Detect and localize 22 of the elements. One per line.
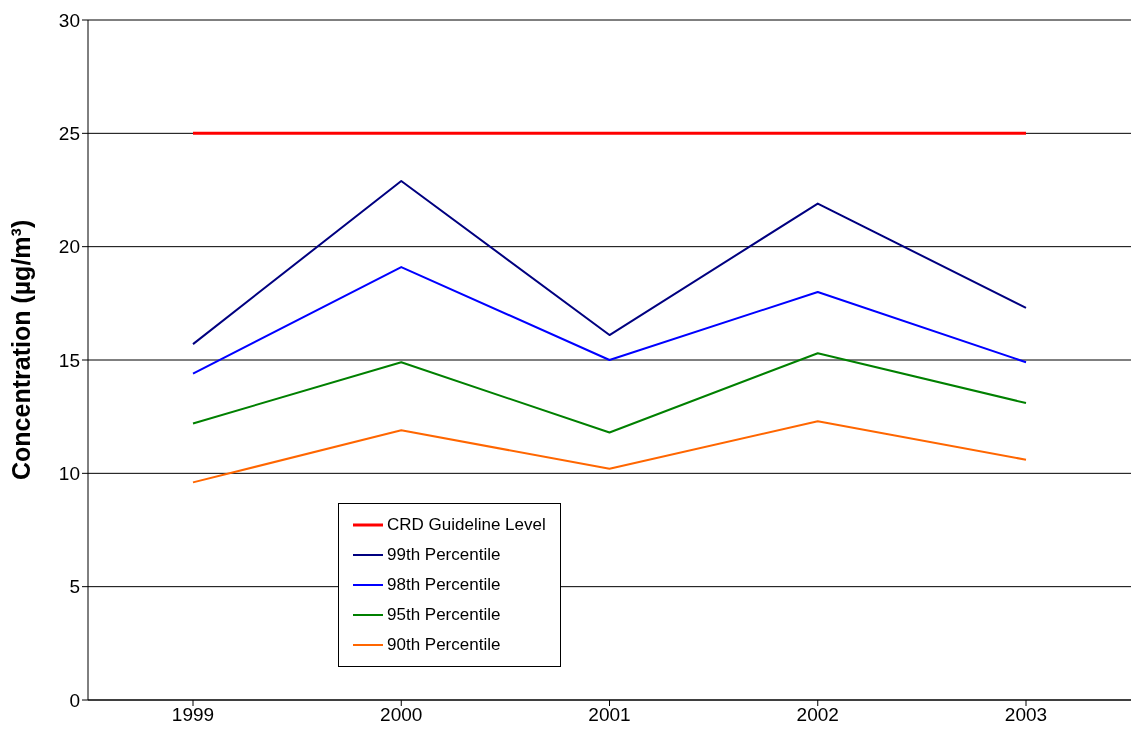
y-tick-label: 20 xyxy=(58,236,80,258)
y-tick-label: 15 xyxy=(58,349,80,371)
x-tick-label: 1999 xyxy=(171,704,215,726)
y-tick-label: 30 xyxy=(58,9,80,31)
line-series xyxy=(192,420,1027,484)
y-axis-title: Concentration (µg/m³) xyxy=(6,219,35,480)
y-tick-label: 5 xyxy=(69,576,80,598)
line-series xyxy=(192,266,1027,375)
legend-label: 95th Percentile xyxy=(387,605,501,625)
x-tick-label: 2000 xyxy=(380,704,423,726)
x-tick-label: 2003 xyxy=(1004,704,1048,726)
line-series xyxy=(192,179,1027,346)
legend-label: CRD Guideline Level xyxy=(387,515,546,535)
y-tick-label: 0 xyxy=(69,689,80,711)
legend-label: 90th Percentile xyxy=(387,635,501,655)
legend-label: 98th Percentile xyxy=(387,575,501,595)
legend-label: 99th Percentile xyxy=(387,545,501,565)
y-tick-label: 10 xyxy=(58,463,80,485)
y-tick-label: 25 xyxy=(58,123,80,145)
line-series xyxy=(192,352,1027,434)
x-tick-label: 2001 xyxy=(588,704,631,726)
x-tick-label: 2002 xyxy=(796,704,839,726)
